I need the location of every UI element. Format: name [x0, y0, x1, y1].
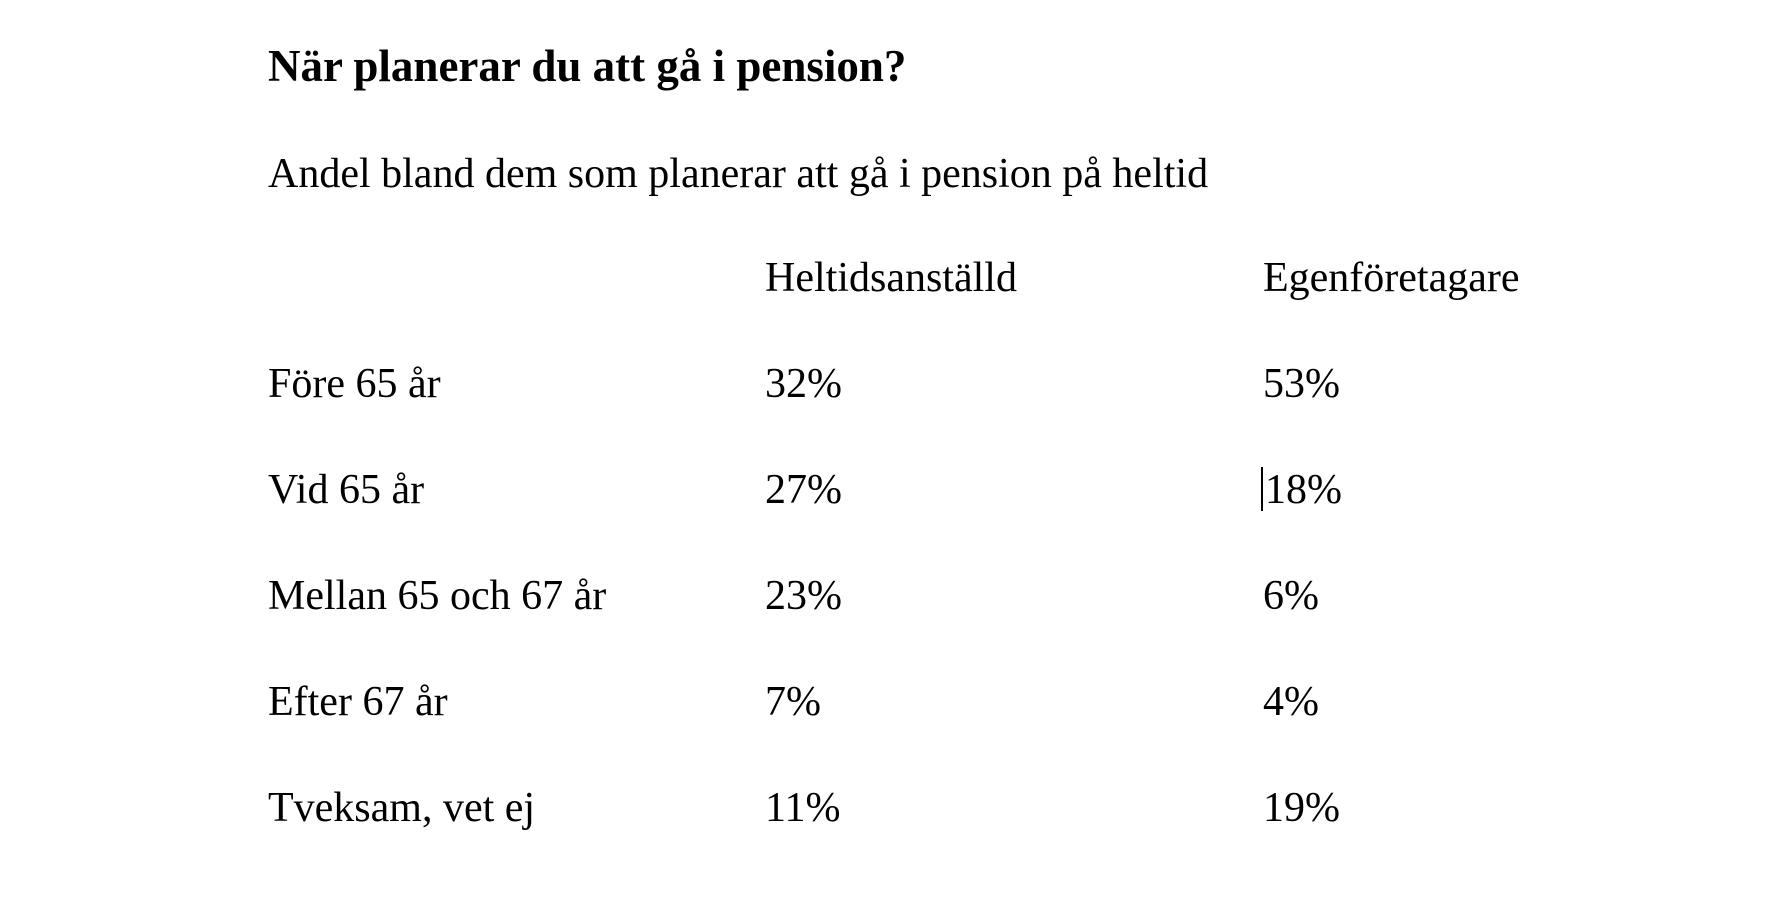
page-title: När planerar du att gå i pension? — [268, 41, 907, 91]
cell-egenforetagare-value: 18% — [1265, 467, 1342, 513]
cell-egenforetagare-editing[interactable]: 18% — [1261, 466, 1342, 514]
row-label: Mellan 65 och 67 år — [268, 573, 607, 619]
cell-heltidsanstalld: 11% — [765, 785, 841, 831]
row-label: Tveksam, vet ej — [268, 785, 536, 831]
header-egenforetagare: Egenföretagare — [1263, 255, 1520, 301]
row-label: Efter 67 år — [268, 679, 448, 725]
cell-egenforetagare: 19% — [1263, 785, 1340, 831]
header-heltidsanstalld: Heltidsanställd — [765, 255, 1017, 301]
cell-egenforetagare: 53% — [1263, 361, 1340, 407]
cell-heltidsanstalld: 23% — [765, 573, 842, 619]
row-label: Före 65 år — [268, 361, 441, 407]
cell-heltidsanstalld: 32% — [765, 361, 842, 407]
row-label: Vid 65 år — [268, 467, 425, 513]
cell-egenforetagare: 6% — [1263, 573, 1319, 619]
cell-heltidsanstalld: 7% — [765, 679, 821, 725]
cell-heltidsanstalld: 27% — [765, 467, 842, 513]
cell-egenforetagare: 4% — [1263, 679, 1319, 725]
text-cursor — [1261, 467, 1263, 511]
page-subtitle: Andel bland dem som planerar att gå i pe… — [268, 151, 1209, 197]
